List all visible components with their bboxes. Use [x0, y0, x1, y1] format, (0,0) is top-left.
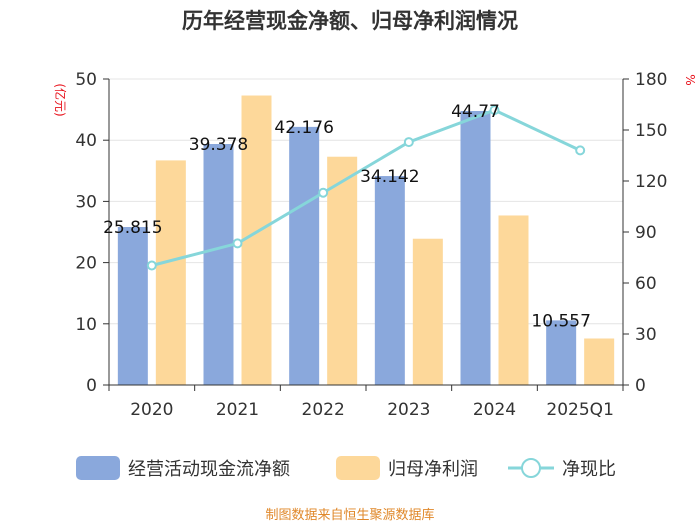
cashflow-bar [546, 320, 577, 385]
right-tick-label: 90 [635, 223, 657, 243]
right-tick-label: 150 [635, 121, 667, 141]
cashflow-data-label: 42.176 [274, 118, 333, 138]
grid [109, 78, 623, 386]
legend-label-ratio: 净现比 [562, 459, 616, 480]
x-tick-label: 2020 [130, 400, 173, 420]
ratio-line-path [151, 108, 581, 267]
netprofit-bar [584, 338, 615, 385]
left-tick-label: 10 [75, 315, 97, 335]
legend-label-netprofit: 归母净利润 [388, 459, 478, 480]
netprofit-bar [241, 95, 272, 386]
right-axis-unit: % [683, 74, 697, 85]
cashflow-data-label: 10.557 [531, 311, 590, 331]
netprofit-bar [412, 238, 443, 385]
netprofit-bar [155, 160, 186, 385]
cashflow-data-label: 34.142 [360, 167, 419, 187]
left-tick-label: 0 [86, 376, 97, 396]
cashflow-bar [460, 111, 491, 385]
data-labels: 25.815 39.378 42.176 34.142 44.77 10.557 [103, 102, 591, 331]
left-axis-unit: (亿元) [53, 83, 68, 116]
right-tick-label: 30 [635, 325, 657, 345]
cashflow-bar [289, 126, 320, 386]
left-tick-label: 30 [75, 192, 97, 212]
cashflow-bar [203, 144, 234, 385]
right-tick-label: 0 [635, 376, 646, 396]
footer-source: 制图数据来自恒生聚源数据库 [265, 507, 434, 523]
ratio-point [318, 187, 329, 198]
right-tick-label: 60 [635, 274, 657, 294]
cashflow-data-label: 39.378 [189, 135, 248, 155]
bars [117, 95, 615, 386]
ratio-point [489, 105, 500, 116]
ratio-point [403, 137, 414, 148]
cashflow-bar [374, 176, 405, 385]
x-tick-label: 2023 [387, 400, 430, 420]
legend-swatch-cashflow [76, 456, 120, 480]
ratio-point [232, 238, 243, 249]
x-tick-label: 2025Q1 [546, 400, 613, 420]
x-axis: 2020 2021 2022 2023 2024 2025Q1 [108, 384, 624, 420]
x-tick-label: 2022 [302, 400, 345, 420]
legend-swatch-netprofit [336, 456, 380, 480]
left-axis: 0 10 20 30 40 50 [75, 70, 110, 396]
right-axis: 0 30 60 90 120 150 180 [622, 70, 667, 396]
left-tick-label: 20 [75, 254, 97, 274]
right-tick-label: 120 [635, 172, 667, 192]
netprofit-bar [327, 156, 358, 385]
cashflow-data-label: 25.815 [103, 218, 162, 238]
legend-swatch-ratio-marker [521, 458, 541, 478]
ratio-line [146, 105, 586, 271]
legend: 经营活动现金流净额 归母净利润 净现比 [76, 456, 616, 480]
x-tick-label: 2024 [473, 400, 516, 420]
left-tick-label: 50 [75, 70, 97, 90]
left-tick-label: 40 [75, 131, 97, 151]
chart-title: 历年经营现金净额、归母净利润情况 [182, 9, 518, 33]
cashflow-data-label: 44.77 [451, 102, 500, 122]
netprofit-bar [498, 215, 529, 385]
ratio-point [146, 260, 157, 271]
cashflow-bar [117, 227, 148, 385]
ratio-point [575, 145, 586, 156]
x-tick-label: 2021 [216, 400, 259, 420]
right-tick-label: 180 [635, 70, 667, 90]
legend-label-cashflow: 经营活动现金流净额 [128, 459, 290, 480]
